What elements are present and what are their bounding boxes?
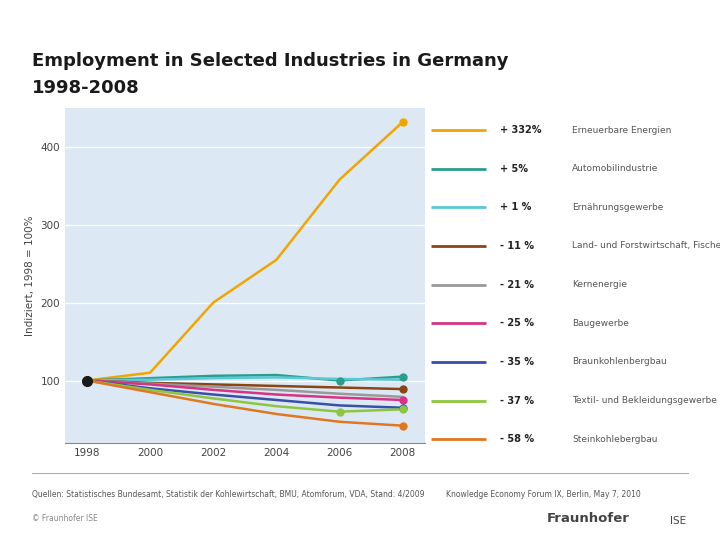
- Text: 1998-2008: 1998-2008: [32, 79, 140, 97]
- Text: + 1 %: + 1 %: [500, 202, 532, 212]
- Text: Knowledge Economy Forum IX, Berlin, May 7, 2010: Knowledge Economy Forum IX, Berlin, May …: [446, 490, 641, 498]
- Text: Quellen: Statistisches Bundesamt, Statistik der Kohlewirtschaft, BMU, Atomforum,: Quellen: Statistisches Bundesamt, Statis…: [32, 490, 425, 498]
- Text: Automobilindustrie: Automobilindustrie: [572, 164, 659, 173]
- Text: Kernenergie: Kernenergie: [572, 280, 627, 289]
- Text: Textil- und Bekleidungsgewerbe: Textil- und Bekleidungsgewerbe: [572, 396, 717, 405]
- Text: Ernährungsgewerbe: Ernährungsgewerbe: [572, 203, 664, 212]
- Text: - 21 %: - 21 %: [500, 280, 534, 289]
- Text: - 25 %: - 25 %: [500, 318, 534, 328]
- Text: + 332%: + 332%: [500, 125, 542, 135]
- Text: Fraunhofer: Fraunhofer: [547, 512, 630, 525]
- Text: Employment in Selected Industries in Germany: Employment in Selected Industries in Ger…: [32, 52, 509, 70]
- Text: Baugewerbe: Baugewerbe: [572, 319, 629, 328]
- Text: Erneuerbare Energien: Erneuerbare Energien: [572, 125, 672, 134]
- Text: - 58 %: - 58 %: [500, 434, 534, 444]
- Text: © Fraunhofer ISE: © Fraunhofer ISE: [32, 514, 98, 523]
- Text: - 37 %: - 37 %: [500, 395, 534, 406]
- Text: ISE: ISE: [670, 516, 685, 526]
- Y-axis label: Indiziert, 1998 = 100%: Indiziert, 1998 = 100%: [24, 215, 35, 336]
- Text: Land- und Forstwirtschaft, Fischerei: Land- und Forstwirtschaft, Fischerei: [572, 241, 720, 251]
- Text: - 35 %: - 35 %: [500, 357, 534, 367]
- Text: Braunkohlenbergbau: Braunkohlenbergbau: [572, 357, 667, 366]
- Text: Steinkohlebergbau: Steinkohlebergbau: [572, 435, 658, 444]
- Text: - 11 %: - 11 %: [500, 241, 534, 251]
- Text: + 5%: + 5%: [500, 164, 528, 174]
